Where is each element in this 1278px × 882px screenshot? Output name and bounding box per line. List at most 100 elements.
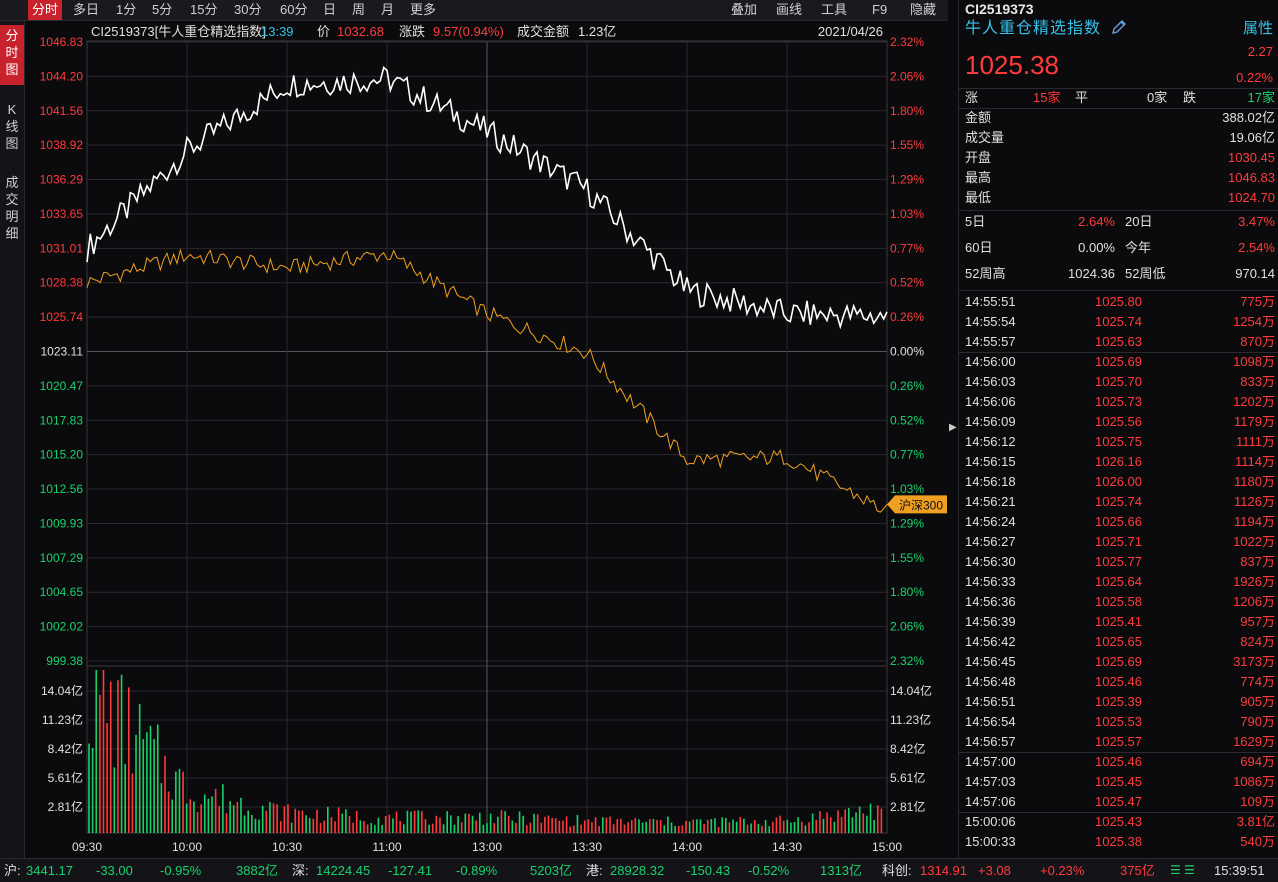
tick-time: 14:56:03: [965, 374, 1016, 389]
change-label: 涨跌: [399, 24, 425, 39]
period-tab-7[interactable]: 日: [323, 2, 337, 17]
sz-index[interactable]: 14224.45: [316, 863, 371, 878]
period-tab-0[interactable]: 分时: [28, 0, 63, 20]
tick-volume: 1194万: [1234, 514, 1275, 529]
period-tab-1[interactable]: 多日: [73, 2, 100, 17]
tick-volume: 1180万: [1234, 474, 1275, 489]
period-tab-5[interactable]: 30分: [234, 2, 262, 17]
tick-row[interactable]: 14:56:54 1025.53 790万: [965, 712, 1275, 732]
stat-label: 最高: [965, 170, 992, 185]
tick-row[interactable]: 14:56:51 1025.39 905万: [965, 692, 1275, 712]
tick-row[interactable]: 14:56:33 1025.64 1926万: [965, 572, 1275, 592]
tick-row[interactable]: 14:57:00 1025.46 694万: [965, 752, 1275, 772]
tick-row[interactable]: 14:55:57 1025.63 870万: [965, 332, 1275, 352]
tick-price: 1025.56: [1095, 414, 1142, 429]
pct-tick-label: 0.00%: [890, 345, 924, 359]
collapse-arrow-icon[interactable]: ▶: [949, 422, 957, 433]
tick-row[interactable]: 14:55:51 1025.80 775万: [965, 292, 1275, 312]
tick-volume: 1629万: [1233, 734, 1275, 749]
period-tab-6[interactable]: 60分: [280, 2, 308, 17]
tick-row[interactable]: 14:56:57 1025.57 1629万: [965, 732, 1275, 752]
price-change-pct: 0.22%: [1236, 70, 1273, 85]
sh-index[interactable]: 3441.17: [26, 863, 73, 878]
tick-row[interactable]: 14:56:36 1025.58 1206万: [965, 592, 1275, 612]
tick-row[interactable]: 15:00:06 1025.43 3.81亿: [965, 812, 1275, 832]
tick-row[interactable]: 14:56:42 1025.65 824万: [965, 632, 1275, 652]
price-tick-label: 1015.20: [40, 448, 84, 462]
attributes-button[interactable]: 属性: [1242, 20, 1273, 37]
period-tab-8[interactable]: 周: [352, 2, 366, 17]
period-tab-2[interactable]: 1分: [116, 2, 137, 17]
tick-row[interactable]: 14:57:06 1025.47 109万: [965, 792, 1275, 812]
chart-svg[interactable]: CI2519373[牛人重仓精选指数]13:39 价 1032.68 涨跌 9.57(0…: [25, 21, 948, 858]
price-tick-label: 1028.38: [40, 276, 84, 290]
tick-row[interactable]: 14:56:12 1025.75 1111万: [965, 432, 1275, 452]
pct-tick-label: 1.80%: [890, 585, 924, 599]
tick-row[interactable]: 14:56:03 1025.70 833万: [965, 372, 1275, 392]
tick-price: 1025.69: [1095, 354, 1142, 369]
tick-row[interactable]: 14:56:06 1025.73 1202万: [965, 392, 1275, 412]
chart-price: 1032.68: [337, 24, 384, 39]
tick-price: 1025.39: [1095, 694, 1142, 709]
tick-row[interactable]: 14:56:24 1025.66 1194万: [965, 512, 1275, 532]
period-label: 20日: [1125, 214, 1153, 229]
tick-time: 14:56:48: [965, 674, 1016, 689]
stat-label: 金额: [965, 110, 992, 125]
tick-volume: 1098万: [1233, 354, 1275, 369]
tick-time: 14:57:06: [965, 794, 1016, 809]
period-tab-10[interactable]: 更多: [410, 2, 437, 17]
overlay-button[interactable]: 叠加: [731, 2, 758, 17]
time-tick-label: 13:30: [572, 840, 602, 854]
period-tab-3[interactable]: 5分: [152, 2, 173, 17]
kc-amount: 375亿: [1120, 863, 1155, 878]
tick-row[interactable]: 14:56:39 1025.41 957万: [965, 612, 1275, 632]
edit-pencil-icon[interactable]: [1110, 18, 1128, 36]
tick-price: 1025.80: [1095, 294, 1142, 309]
price-change: 2.27: [1247, 44, 1273, 59]
period-tab-9[interactable]: 月: [381, 2, 395, 17]
period-tab-4[interactable]: 15分: [190, 2, 218, 17]
tick-row[interactable]: 14:56:30 1025.77 837万: [965, 552, 1275, 572]
chart-date: 2021/04/26: [818, 24, 883, 39]
tick-row[interactable]: 14:56:21 1025.74 1126万: [965, 492, 1275, 512]
tools-button[interactable]: 工具: [821, 2, 848, 17]
intraday-chart[interactable]: CI2519373[牛人重仓精选指数] 13:39 价 1032.68 涨跌 9.57(0…: [25, 21, 948, 858]
time-tick-label: 14:00: [672, 840, 702, 854]
tick-time: 14:56:39: [965, 614, 1016, 629]
tick-row[interactable]: 14:55:54 1025.74 1254万: [965, 312, 1275, 332]
tick-row[interactable]: 14:56:18 1026.00 1180万: [965, 472, 1275, 492]
time-tick-label: 09:30: [72, 840, 102, 854]
tick-row[interactable]: 14:56:09 1025.56 1179万: [965, 412, 1275, 432]
tick-volume: 694万: [1240, 754, 1275, 769]
price-tick-label: 1007.29: [40, 551, 84, 565]
period-label: 5日: [965, 214, 986, 229]
price-tick-label: 1002.02: [40, 620, 84, 634]
tick-row[interactable]: 15:00:33 1025.38 540万: [965, 832, 1275, 852]
draw-line-button[interactable]: 画线: [776, 2, 803, 17]
tick-volume: 109万: [1240, 794, 1275, 809]
hk-index[interactable]: 28928.32: [610, 863, 665, 878]
hide-button[interactable]: 隐藏: [910, 2, 937, 17]
tick-row[interactable]: 14:56:45 1025.69 3173万: [965, 652, 1275, 672]
tick-volume: 540万: [1240, 834, 1275, 849]
tick-time: 14:55:51: [965, 294, 1016, 309]
kc-index[interactable]: 1314.91: [920, 863, 967, 878]
f9-button[interactable]: F9: [872, 2, 888, 17]
period-value: 1024.36: [1068, 266, 1115, 281]
tick-row[interactable]: 14:56:48 1025.46 774万: [965, 672, 1275, 692]
tick-price: 1025.70: [1095, 374, 1142, 389]
period-value: 2.64%: [1078, 214, 1115, 229]
tick-row[interactable]: 14:57:03 1025.45 1086万: [965, 772, 1275, 792]
menu-lines-icon[interactable]: ☰ ☰: [1170, 863, 1195, 877]
tick-time: 14:56:09: [965, 414, 1016, 429]
pct-tick-label: 0.26%: [890, 310, 924, 324]
side-tab-intraday[interactable]: 分时图: [0, 25, 24, 85]
tick-price: 1025.65: [1095, 634, 1142, 649]
side-tab-trade-detail[interactable]: 成交明细: [5, 175, 19, 241]
tick-row[interactable]: 14:56:27 1025.71 1022万: [965, 532, 1275, 552]
tick-row[interactable]: 14:56:00 1025.69 1098万: [965, 352, 1275, 372]
hk-change-pct: -0.52%: [748, 863, 790, 878]
tick-volume: 837万: [1240, 554, 1275, 569]
tick-row[interactable]: 14:56:15 1026.16 1114万: [965, 452, 1275, 472]
